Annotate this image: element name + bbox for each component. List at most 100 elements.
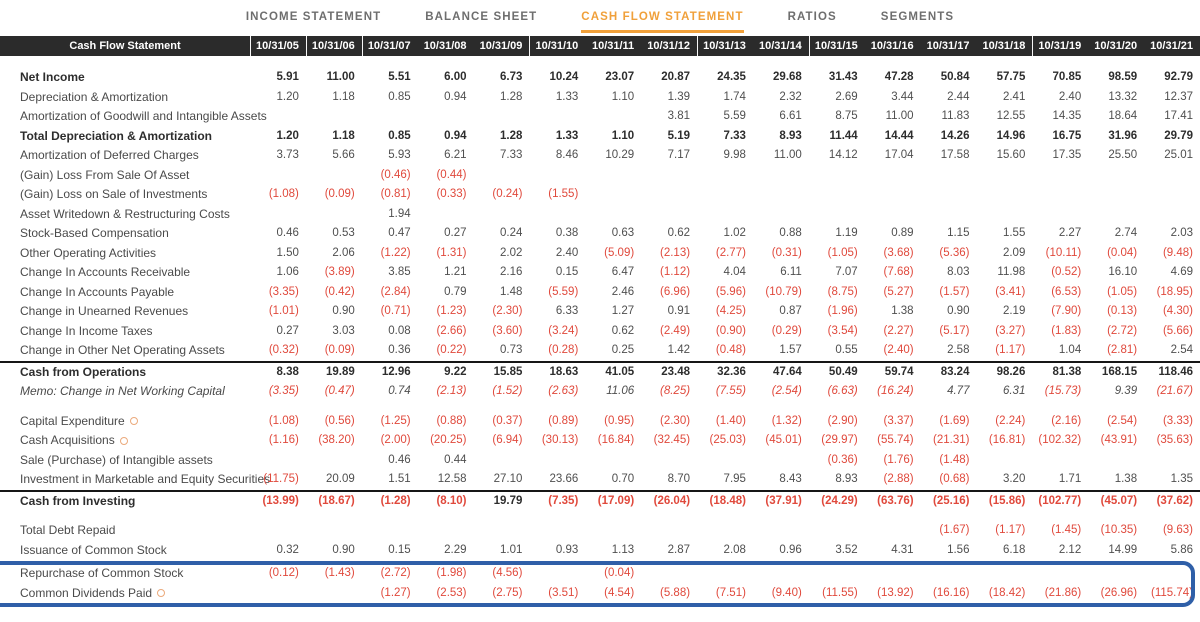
cell-value (529, 451, 585, 471)
cell-value: 6.73 (500, 71, 523, 83)
cell-value: (3.54) (827, 324, 858, 337)
info-circle-icon[interactable] (119, 436, 128, 445)
cell-value (1032, 205, 1088, 225)
tab-ratios[interactable]: RATIOS (787, 11, 837, 23)
cell-value: 1.94 (388, 207, 411, 220)
tab-segments[interactable]: SEGMENTS (880, 11, 955, 23)
cell-value: 1.28 (500, 90, 523, 103)
cell-value (474, 166, 530, 186)
cell-value: (30.13) (541, 434, 579, 446)
cell-value: (3.41) (995, 285, 1026, 298)
cell-value: (5.59) (548, 285, 579, 298)
cell-value: 0.46 (388, 453, 411, 466)
column-header-10-31-17: 10/31/17 (926, 40, 970, 52)
cell-value: (2.40) (883, 344, 914, 356)
cell-value: (3.33) (1162, 414, 1193, 427)
row-label: Depreciation & Amortization (0, 88, 250, 108)
cell-value: 5.91 (276, 71, 299, 83)
info-circle-icon[interactable] (129, 417, 138, 426)
cell-value: 25.01 (1164, 149, 1193, 161)
tab-cash-flow-statement[interactable]: CASH FLOW STATEMENT (581, 11, 744, 33)
cell-value: 14.44 (884, 129, 914, 142)
cell-value (641, 205, 697, 225)
cell-value: (0.09) (324, 344, 355, 356)
cell-value: 0.74 (388, 385, 411, 397)
cell-value (865, 205, 921, 225)
row-label-text: Issuance of Common Stock (20, 542, 167, 557)
cell-value: 2.19 (1002, 305, 1026, 317)
cell-value: (2.53) (436, 586, 467, 599)
cell-value (976, 166, 1032, 186)
cell-value: 27.10 (493, 473, 523, 485)
cell-value (976, 564, 1032, 584)
cell-value: 14.96 (996, 129, 1026, 142)
cell-value: 15.85 (493, 365, 523, 378)
cell-value: (24.29) (821, 494, 858, 507)
cell-value: (6.96) (660, 285, 691, 298)
cell-value: 0.94 (444, 90, 467, 103)
cell-value: 2.27 (1058, 227, 1082, 239)
cell-value: (38.20) (318, 434, 355, 446)
cell-value: (45.01) (765, 434, 802, 446)
cell-value: 0.08 (388, 324, 411, 337)
cell-value: 2.44 (947, 90, 970, 103)
cell-value: 0.62 (611, 324, 635, 337)
cell-value: (0.04) (604, 567, 635, 579)
cell-value (250, 107, 306, 127)
cell-value (250, 205, 306, 225)
cell-value: (1.16) (268, 434, 299, 446)
cell-value (976, 451, 1032, 471)
column-header-10-31-18: 10/31/18 (982, 40, 1026, 52)
row-label-text: Depreciation & Amortization (20, 89, 169, 104)
cell-value: (2.63) (548, 385, 579, 397)
cell-value: 6.47 (611, 266, 635, 278)
cell-value: 2.54 (1170, 344, 1193, 356)
tab-income-statement[interactable]: INCOME STATEMENT (245, 11, 382, 23)
cell-value: 0.94 (444, 129, 467, 142)
cell-value (753, 521, 809, 541)
cell-value: 14.35 (1052, 110, 1082, 122)
cell-value: (1.17) (995, 524, 1026, 536)
cell-value: 2.58 (947, 344, 970, 356)
cell-value: 23.07 (605, 71, 635, 83)
cell-value: (2.72) (1107, 324, 1138, 337)
cell-value (976, 205, 1032, 225)
info-circle-icon[interactable] (157, 589, 166, 598)
cell-value (1032, 166, 1088, 186)
tab-balance-sheet[interactable]: BALANCE SHEET (425, 11, 538, 23)
cell-value: 2.40 (555, 246, 579, 259)
cell-value: 9.39 (1114, 385, 1138, 397)
cell-value: (2.30) (660, 414, 691, 427)
cell-value (865, 521, 921, 541)
table-row-change-in-unearned-revenues: Change in Unearned Revenues (1.01) 0.90 (0.… (0, 302, 1200, 322)
cell-value: (18.48) (709, 494, 746, 507)
cell-value: (37.62) (1156, 494, 1193, 507)
cell-value: (6.53) (1051, 285, 1082, 298)
cell-value: 18.64 (1108, 110, 1138, 122)
cell-value: 3.81 (667, 110, 691, 122)
cell-value: 11.00 (326, 71, 355, 83)
cell-value: 11.06 (606, 385, 635, 397)
cell-value (529, 166, 585, 186)
cell-value: 1.13 (611, 543, 635, 556)
cell-value: 50.84 (940, 71, 970, 83)
row-label: Stock-Based Compensation (0, 224, 250, 244)
cell-value: (4.56) (492, 567, 523, 579)
cell-value: (29.97) (821, 434, 858, 446)
cell-value: (1.08) (268, 188, 299, 200)
cell-value: 10.24 (549, 71, 579, 83)
cell-value (1144, 205, 1200, 225)
row-label: Repurchase of Common Stock (0, 564, 250, 584)
cell-value: 2.03 (1170, 227, 1193, 239)
cell-value: (1.12) (660, 266, 691, 278)
cell-value: 10.29 (605, 149, 635, 161)
cell-value: 0.15 (388, 543, 411, 556)
cell-value: 0.70 (611, 473, 635, 485)
cell-value: (9.63) (1162, 524, 1193, 536)
cell-value: 81.38 (1052, 365, 1082, 378)
cell-value: 1.10 (611, 129, 635, 142)
cell-value (362, 107, 418, 127)
cell-value: 12.58 (437, 473, 467, 485)
cell-value: (0.71) (380, 305, 411, 317)
cell-value (865, 166, 921, 186)
